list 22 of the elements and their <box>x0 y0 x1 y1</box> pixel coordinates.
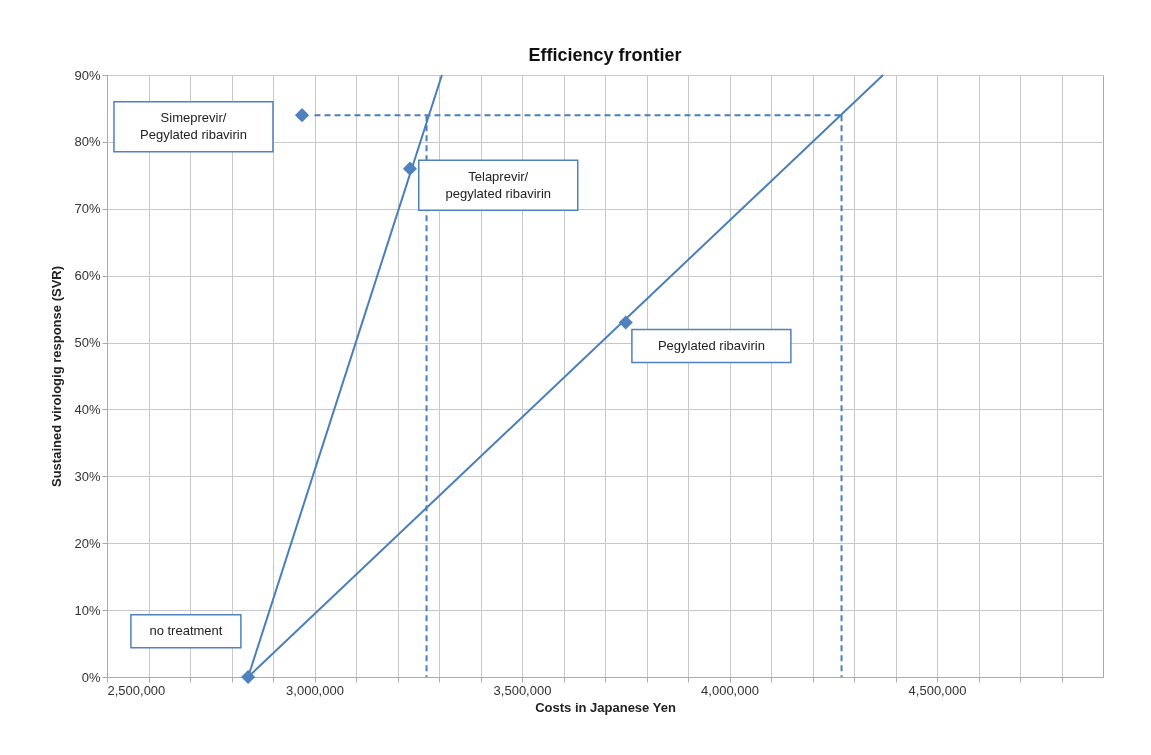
y-tick-label: 80% <box>74 134 101 150</box>
y-tick-label: 10% <box>74 602 101 618</box>
x-tick-label: 3,500,000 <box>493 682 552 698</box>
annotation: Telaprevir/ pegylated ribavirin <box>445 168 552 201</box>
annotation: no treatment <box>149 623 223 639</box>
y-tick-label: 0% <box>81 669 101 685</box>
x-tick-label: 3,000,000 <box>286 682 344 698</box>
y-tick-label: 50% <box>74 335 101 351</box>
y-tick-label: 90% <box>74 67 101 83</box>
x-tick-label: 4,500,000 <box>908 682 967 698</box>
chart-title: Efficiency frontier <box>528 45 682 65</box>
y-tick-label: 30% <box>74 468 101 484</box>
y-tick-label: 60% <box>74 268 101 284</box>
y-tick-label: 70% <box>74 201 101 217</box>
y-tick-label: 40% <box>74 401 101 417</box>
y-axis-title: Sustained virologig response (SVR) <box>49 265 65 488</box>
x-tick-label: 4,000,000 <box>701 682 759 698</box>
annotation: Pegylated ribavirin <box>657 337 765 353</box>
y-tick-label: 20% <box>74 535 101 551</box>
x-tick-label: 2,500,000 <box>107 682 166 698</box>
annotation: Simeprevir/ Pegylated ribavirin <box>140 110 247 143</box>
x-axis-title: Costs in Japanese Yen <box>535 699 676 715</box>
